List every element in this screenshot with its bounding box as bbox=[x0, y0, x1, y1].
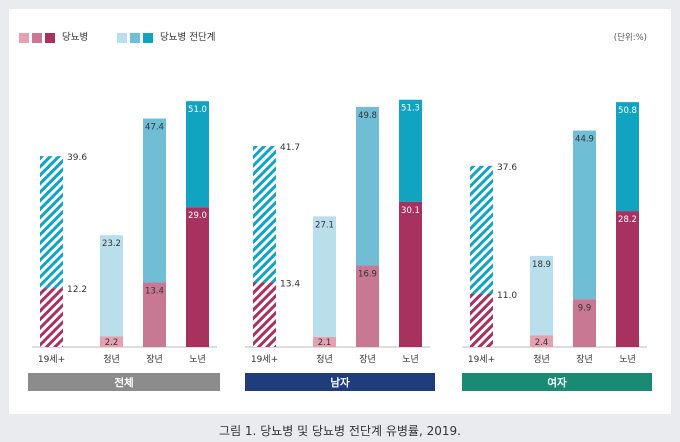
prediabetes-bar bbox=[399, 99, 422, 202]
diabetes-value-label: 11.0 bbox=[497, 291, 517, 301]
diabetes-bar bbox=[399, 201, 422, 347]
prediabetes-bar bbox=[186, 101, 209, 208]
prediabetes-value-label: 51.3 bbox=[401, 104, 420, 114]
diabetes-value-label: 28.2 bbox=[618, 215, 637, 225]
diabetes-bar bbox=[253, 282, 276, 347]
diabetes-bar bbox=[616, 211, 639, 347]
prediabetes-bar bbox=[356, 106, 379, 266]
diabetes-bar bbox=[313, 336, 336, 347]
category-label: 청년 bbox=[103, 354, 120, 365]
group-banner bbox=[245, 373, 435, 391]
diabetes-bar bbox=[530, 335, 553, 347]
legend-prediabetes-label: 당뇨병 전단계 bbox=[160, 32, 216, 43]
category-label: 노년 bbox=[402, 354, 419, 365]
prediabetes-bar bbox=[470, 165, 493, 294]
diabetes-bar bbox=[186, 207, 209, 347]
group-banner bbox=[462, 373, 652, 391]
prediabetes-bar bbox=[313, 216, 336, 337]
category-label: 19세+ bbox=[38, 354, 65, 365]
diabetes-value-label: 2.2 bbox=[105, 338, 119, 348]
diabetes-value-label: 9.9 bbox=[578, 303, 592, 313]
category-label: 청년 bbox=[533, 354, 550, 365]
diabetes-value-label: 30.1 bbox=[401, 206, 420, 216]
legend-diabetes-swatches bbox=[19, 32, 55, 43]
prediabetes-bar bbox=[100, 235, 123, 337]
diabetes-bar bbox=[143, 282, 166, 347]
category-label: 장년 bbox=[146, 354, 163, 365]
chart-panel: 당뇨병 당뇨병 전단계 (단위:%) 39.6 12.2 19세+ 23.2 2.2 청년… bbox=[9, 9, 671, 414]
legend-prediabetes: 당뇨병 전단계 bbox=[117, 29, 216, 43]
category-label: 노년 bbox=[189, 354, 206, 365]
diabetes-value-label: 2.4 bbox=[535, 338, 549, 348]
prediabetes-bar bbox=[530, 255, 553, 336]
prediabetes-bar bbox=[40, 156, 63, 289]
prediabetes-value-label: 49.8 bbox=[358, 111, 377, 121]
prediabetes-value-label: 44.9 bbox=[575, 135, 594, 145]
prediabetes-bar bbox=[253, 146, 276, 283]
bar-chart: 39.6 12.2 19세+ 23.2 2.2 청년 47.4 13.4 장년 51.0 29.0 노… bbox=[28, 99, 652, 391]
prediabetes-value-label: 27.1 bbox=[315, 220, 334, 230]
group-banner-label: 전체 bbox=[114, 376, 133, 389]
diabetes-value-label: 16.9 bbox=[358, 270, 377, 280]
prediabetes-value-label: 18.9 bbox=[532, 260, 551, 270]
prediabetes-value-label: 23.2 bbox=[102, 239, 121, 249]
diabetes-value-label: 12.2 bbox=[67, 285, 87, 295]
category-label: 장년 bbox=[576, 354, 593, 365]
diabetes-value-label: 13.4 bbox=[280, 279, 300, 289]
legend-diabetes-label: 당뇨병 bbox=[62, 32, 89, 43]
prediabetes-value-label: 37.6 bbox=[497, 163, 517, 173]
legend-diabetes: 당뇨병 bbox=[19, 29, 88, 43]
diabetes-bar bbox=[40, 288, 63, 347]
category-label: 청년 bbox=[316, 354, 333, 365]
prediabetes-value-label: 47.4 bbox=[145, 123, 164, 133]
prediabetes-bar bbox=[143, 118, 166, 283]
group-banner-label: 여자 bbox=[547, 376, 567, 389]
figure-caption: 그림 1. 당뇨병 및 당뇨병 전단계 유병률, 2019. bbox=[219, 424, 461, 438]
category-label: 19세+ bbox=[468, 354, 495, 365]
category-label: 노년 bbox=[619, 354, 636, 365]
unit-label: (단위:%) bbox=[613, 33, 647, 43]
prediabetes-bar bbox=[616, 102, 639, 212]
diabetes-bar bbox=[100, 336, 123, 347]
diabetes-value-label: 2.1 bbox=[318, 338, 332, 348]
category-label: 장년 bbox=[359, 354, 376, 365]
prediabetes-value-label: 39.6 bbox=[67, 153, 87, 163]
diabetes-bar bbox=[470, 293, 493, 347]
legend-prediabetes-swatches bbox=[117, 32, 153, 43]
prediabetes-value-label: 50.8 bbox=[618, 106, 637, 116]
diabetes-value-label: 13.4 bbox=[145, 286, 164, 296]
diabetes-bar bbox=[573, 299, 596, 347]
prediabetes-bar bbox=[573, 130, 596, 300]
prediabetes-value-label: 51.0 bbox=[188, 105, 207, 115]
group-banner-label: 남자 bbox=[330, 376, 350, 389]
prediabetes-value-label: 41.7 bbox=[280, 143, 300, 153]
diabetes-bar bbox=[356, 265, 379, 347]
category-label: 19세+ bbox=[251, 354, 278, 365]
diabetes-value-label: 29.0 bbox=[188, 211, 207, 221]
group-banner bbox=[28, 373, 220, 391]
